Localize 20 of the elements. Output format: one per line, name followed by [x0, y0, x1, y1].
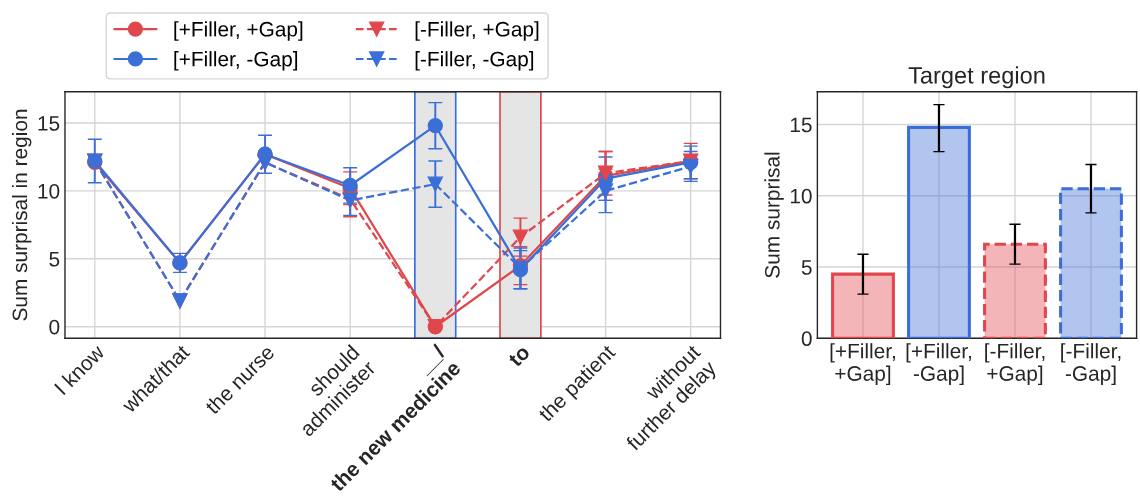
x-tick-label: [-Filler, +Gap]	[985, 343, 1045, 385]
x-tick-label: [+Filler, +Gap]	[830, 343, 895, 385]
y-tick-label: 10	[38, 183, 60, 199]
y-tick-label: 0	[801, 331, 812, 347]
y-axis-title: Sum surprisal in region	[11, 109, 32, 321]
x-tick-label: to	[507, 344, 531, 368]
y-tick-label: 5	[801, 260, 812, 275]
y-tick-label: 10	[790, 188, 812, 204]
y-tick-label: 15	[790, 117, 812, 133]
legend-label: [+Filler, -Gap]	[174, 51, 298, 71]
x-tick-label: [+Filler, -Gap]	[906, 343, 971, 385]
y-tick-label: 5	[49, 252, 60, 267]
chart-title: Target region	[908, 66, 1045, 89]
y-tick-label: 15	[38, 116, 60, 131]
legend-label: [-Filler, +Gap]	[415, 21, 539, 41]
x-tick-label: [-Filler, -Gap]	[1061, 343, 1121, 385]
legend-label: [+Filler, +Gap]	[174, 21, 303, 41]
y-tick-label: 0	[49, 319, 60, 335]
legend-label: [-Filler, -Gap]	[415, 51, 534, 71]
y-axis-title: Sum surprisal	[764, 152, 784, 278]
